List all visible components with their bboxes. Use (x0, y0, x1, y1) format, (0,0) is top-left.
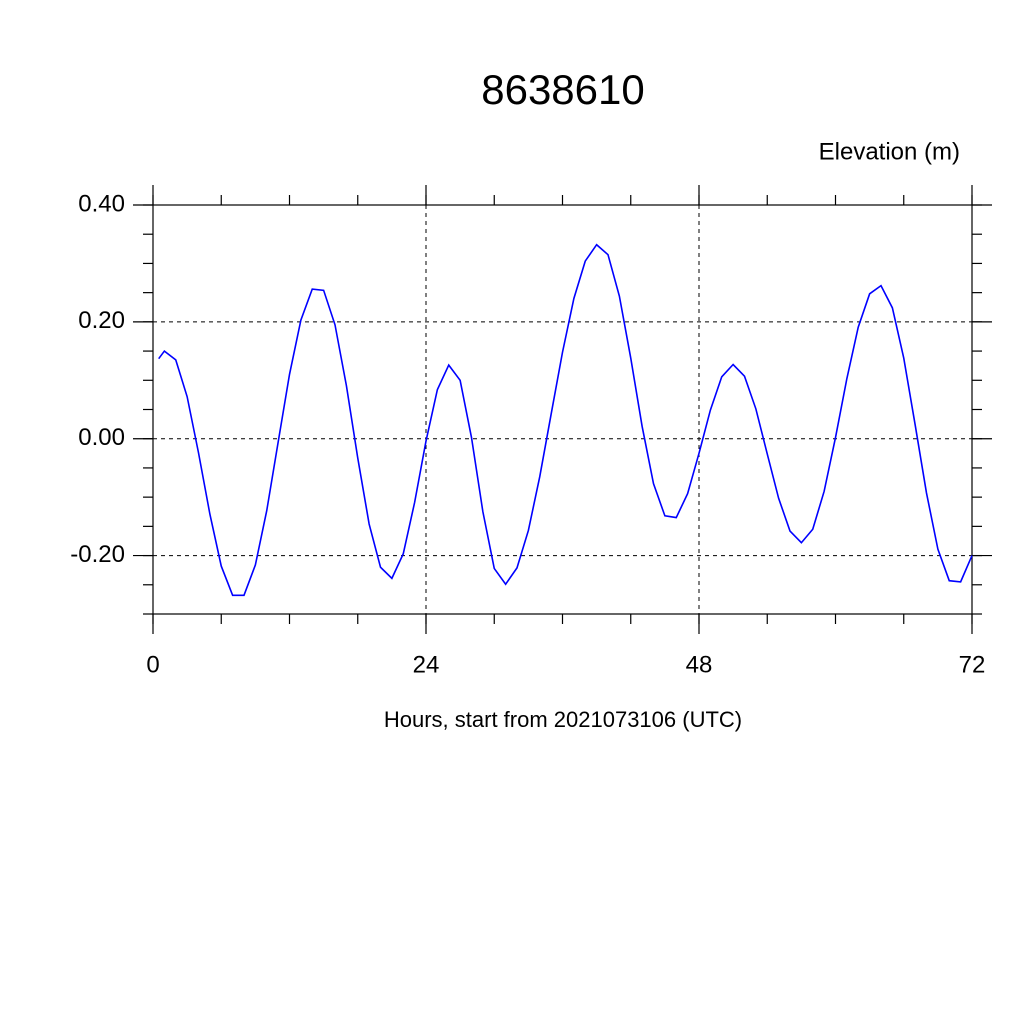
y-tick-label: 0.00 (78, 424, 125, 451)
y-tick-label: 0.20 (78, 307, 125, 334)
plot-frame (152, 204, 973, 615)
data-line (158, 243, 973, 597)
x-axis-label: Hours, start from 2021073106 (UTC) (384, 707, 742, 732)
x-tick-label: 48 (686, 651, 713, 678)
chart-title: 8638610 (481, 66, 645, 113)
y-tick-label: 0.40 (78, 190, 125, 217)
x-tick-label: 24 (413, 651, 440, 678)
x-tick-label: 72 (959, 651, 986, 678)
x-tick-label: 0 (146, 651, 159, 678)
y-tick-label: -0.20 (70, 541, 125, 568)
y-axis-label: Elevation (m) (819, 138, 960, 165)
